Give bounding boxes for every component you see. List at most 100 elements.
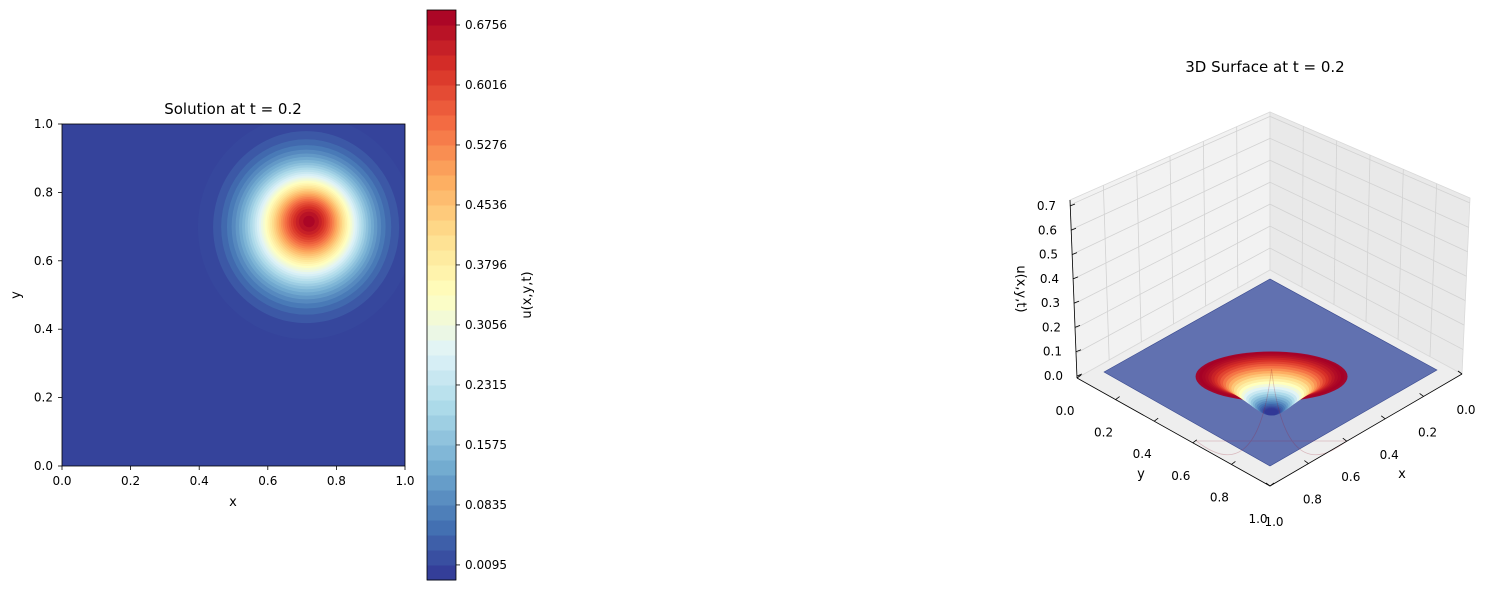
y-tick: 0.4 [1133,417,1159,461]
y-tick: 0.0 [34,459,62,473]
colorbar-tick-label: 0.6016 [465,78,507,92]
colorbar-tick: 0.6016 [456,78,507,92]
colorbar-band [427,250,456,266]
colorbar-band [427,490,456,506]
gridline [1072,181,1271,280]
colorbar-ticks: 0.0095 0.0835 0.1575 0.2315 0.3056 0.3796 0.45… [456,18,507,572]
z-tick-label: 0.3 [1041,296,1060,310]
x-tick-label: 0.6 [1341,470,1360,484]
x-tick-label: 0.0 [52,474,71,488]
y-tick-label: 0.4 [1133,447,1152,461]
colorbar-band [427,235,456,251]
colorbar-tick-label: 0.0095 [465,558,507,572]
colorbar-band [427,265,456,281]
colorbar-band [427,565,456,581]
x-tick-label: 0.2 [121,474,140,488]
colorbar-band [427,160,456,176]
colorbar-label: u(x,y,t) [520,271,535,318]
colorbar-band [427,415,456,431]
z-axis-line [1069,199,1078,379]
colorbar-band [427,445,456,461]
contour-fill [62,124,405,466]
x-tick-label: 1.0 [395,474,414,488]
x-tick: 0.0 [52,466,72,488]
surface-panel: 3D Surface at t = 0.2 0.0 0.1 0.2 0.3 0.4 0.5… [1013,58,1476,529]
x-tick-label: 0.4 [1380,448,1399,462]
surface-x-label: x [1398,467,1406,482]
z-tick-label: 0.5 [1039,248,1058,262]
z-tick: 0.1 [1043,345,1082,359]
x-tick: 0.2 [1418,393,1437,439]
surface-z-ticks: 0.0 0.1 0.2 0.3 0.4 0.5 0.6 0.7 [1037,199,1083,383]
colorbar-band [427,340,456,356]
colorbar-tick: 0.3796 [456,258,507,272]
y-tick: 0.4 [34,322,62,336]
y-tick: 0.6 [34,254,62,268]
colorbar-band [427,115,456,131]
y-tick: 0.2 [1094,396,1120,440]
z-tick-label: 0.1 [1043,345,1062,359]
x-tick-label: 0.0 [1456,403,1475,417]
colorbar-tick-label: 0.3796 [465,258,507,272]
y-tick-label: 0.4 [34,322,53,336]
surface-x-ticks: 0.0 0.2 0.4 0.6 0.8 1.0 [1264,370,1476,529]
colorbar-tick-label: 0.5276 [465,138,507,152]
gridline [1075,247,1271,354]
colorbar-band [427,205,456,221]
surface-band [1264,408,1279,416]
colorbar-band [427,100,456,116]
y-tick-label: 0.6 [34,254,53,268]
contour-x-label: x [229,495,237,510]
gridline [1269,247,1464,350]
x-tick: 1.0 [395,466,415,488]
z-tick-label: 0.2 [1042,320,1061,334]
colorbar: 0.0095 0.0835 0.1575 0.2315 0.3056 0.3796 0.45… [426,9,535,581]
colorbar-band [427,460,456,476]
x-tick-label: 0.6 [258,474,277,488]
y-axis-line [1076,377,1271,487]
x-tick: 0.8 [327,466,346,488]
x-tick: 0.6 [258,466,277,488]
colorbar-band [427,55,456,71]
gridline [1269,203,1466,302]
colorbar-band [427,430,456,446]
colorbar-tick-label: 0.4536 [465,198,507,212]
colorbar-band [427,190,456,206]
z-tick-label: 0.7 [1037,199,1056,213]
gridline [1269,159,1468,253]
contour-y-label: y [9,291,24,299]
y-tick-label: 0.6 [1171,469,1190,483]
colorbar-band [427,370,456,386]
gridline [1070,116,1271,206]
contour-axes-frame [61,123,406,467]
z-tick: 0.5 [1039,248,1078,262]
colorbar-band [427,385,456,401]
y-tick: 0.6 [1171,439,1198,483]
colorbar-band [427,280,456,296]
y-tick-label: 0.2 [1094,426,1113,440]
colorbar-tick-label: 0.1575 [465,438,507,452]
z-tick: 0.4 [1040,272,1079,286]
x-tick: 0.4 [1380,415,1399,462]
surface-y-label: y [1137,467,1145,482]
colorbar-band [427,10,456,26]
y-tick: 1.0 [1248,482,1275,526]
x-tick-label: 0.4 [190,474,209,488]
y-tick-label: 0.0 [34,459,53,473]
colorbar-band [427,520,456,536]
z-tick-label: 0.4 [1040,272,1059,286]
surface-y-ticks: 0.0 0.2 0.4 0.6 0.8 1.0 [1055,374,1275,526]
colorbar-band [427,535,456,551]
y-tick-label: 0.8 [34,185,53,199]
colorbar-band [427,70,456,86]
colorbar-band [427,130,456,146]
y-tick-label: 0.0 [1055,404,1074,418]
x-tick-label: 1.0 [1264,515,1283,529]
surface-gridlines [1070,116,1470,361]
colorbar-tick: 0.0835 [456,498,507,512]
colorbar-band [427,295,456,311]
z-tick: 0.3 [1041,296,1080,310]
y-tick-label: 1.0 [1248,512,1267,526]
colorbar-tick: 0.1575 [456,438,507,452]
gridline [1269,181,1467,277]
